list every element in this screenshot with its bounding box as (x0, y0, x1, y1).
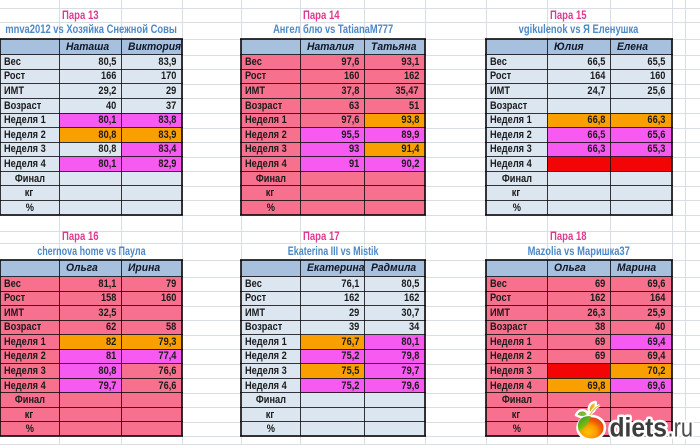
svg-text:.ru: .ru (668, 413, 694, 443)
svg-text:diets: diets (610, 413, 668, 443)
